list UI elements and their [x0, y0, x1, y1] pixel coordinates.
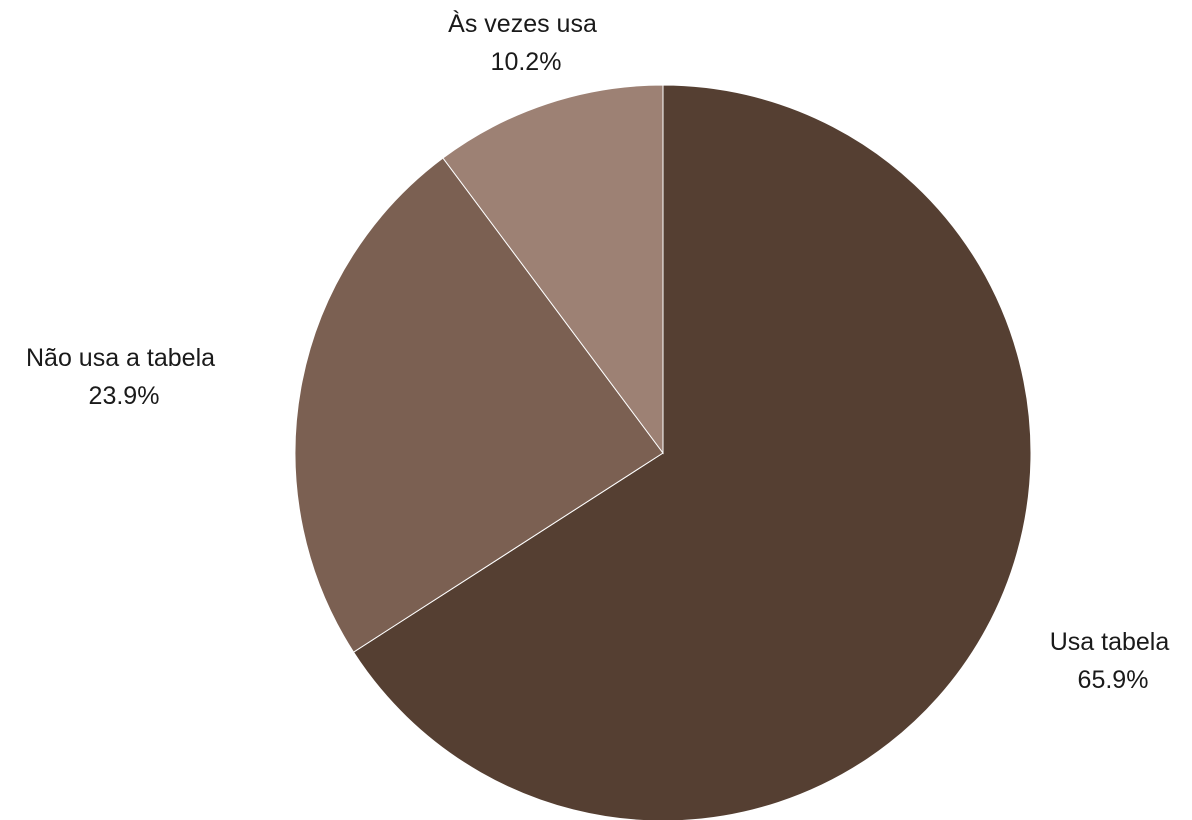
slice-usa-tabela — [352, 84, 1032, 820]
slice-value-usa-tabela: 65.9% — [1078, 666, 1149, 694]
slice-label-nao-usa: Não usa a tabela 23.9% — [26, 344, 222, 410]
slice-value-nao-usa: 23.9% — [89, 382, 160, 410]
slice-as-vezes — [442, 84, 664, 455]
slice-label-usa-tabela: Usa tabela 65.9% — [1050, 628, 1176, 694]
slice-category-usa-tabela: Usa tabela — [1050, 628, 1170, 656]
pie-labels: Usa tabela 65.9% Não usa a tabela 23.9% … — [26, 9, 1176, 694]
slice-category-nao-usa: Não usa a tabela — [26, 344, 215, 372]
slice-category-as-vezes: Às vezes usa — [448, 9, 597, 38]
slice-label-as-vezes: Às vezes usa 10.2% — [448, 9, 604, 76]
slice-value-as-vezes: 10.2% — [491, 48, 562, 76]
slice-nao-usa — [294, 157, 664, 653]
pie-slices — [294, 84, 1032, 820]
